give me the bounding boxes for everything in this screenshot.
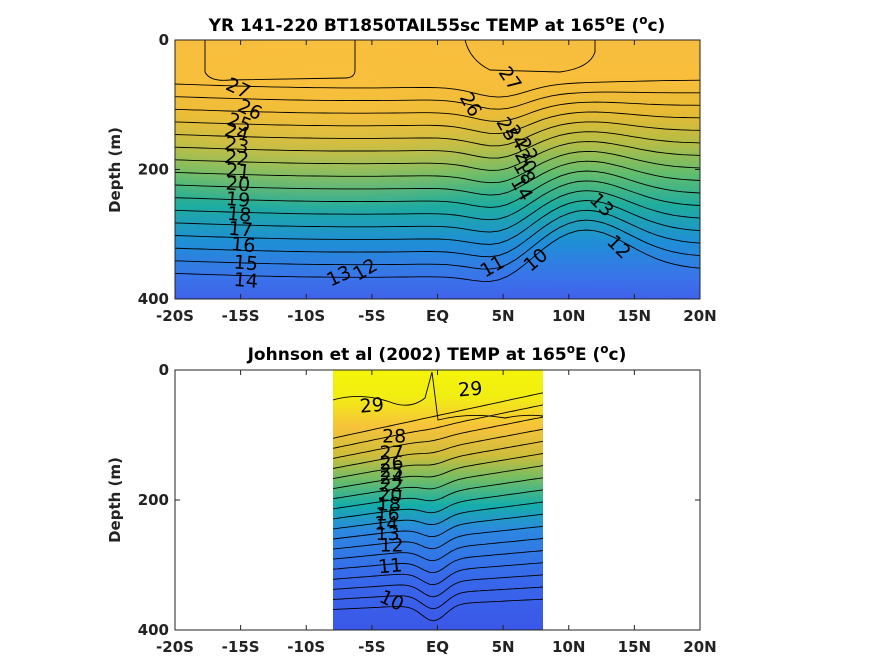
isotherm-line xyxy=(175,160,700,196)
contour-label: 14 xyxy=(374,512,398,534)
x-tick-label: -15S xyxy=(222,307,260,325)
isotherm-line-27-cap-n xyxy=(464,40,596,73)
isotherm-line xyxy=(333,550,543,574)
panel-1-title: YR 141-220 BT1850TAIL55sc TEMP at 165oE … xyxy=(208,13,666,36)
panel-1-ticks: -20S -15S -10S -5S EQ 5N 10N 15N 20N 0 200 400 xyxy=(138,31,717,325)
isotherm-line xyxy=(333,586,543,610)
x-tick-label: -20S xyxy=(156,638,194,656)
contour-label: 12 xyxy=(379,535,403,557)
isotherm-line xyxy=(333,513,543,540)
isotherm-line xyxy=(175,209,700,258)
y-tick-label: 0 xyxy=(159,31,169,49)
x-tick-label: -15S xyxy=(222,638,260,656)
isotherm-line xyxy=(333,538,543,562)
isotherm-line xyxy=(175,101,700,122)
isotherm-line xyxy=(175,150,700,184)
x-tick-label: -10S xyxy=(287,307,325,325)
isotherm-line xyxy=(175,229,700,282)
panel-2-ylabel: Depth (m) xyxy=(106,457,124,543)
isotherm-line xyxy=(333,501,543,530)
contour-label: 22 xyxy=(223,146,250,171)
contour-label: 18 xyxy=(226,203,252,227)
contour-label: 26 xyxy=(379,452,403,474)
contour-label: 13 xyxy=(376,523,400,545)
isotherm-line xyxy=(175,121,700,147)
panel-1: YR 141-220 BT1850TAIL55sc TEMP at 165oE … xyxy=(106,13,717,325)
contour-label: 18 xyxy=(377,494,401,516)
x-tick-label: 5N xyxy=(492,307,515,325)
isotherm-line xyxy=(175,131,700,159)
isotherm-line xyxy=(333,562,543,586)
isotherm-line xyxy=(175,200,700,245)
isotherm-line xyxy=(333,574,543,598)
isotherm-line xyxy=(175,91,700,110)
panel-1-ylabel: Depth (m) xyxy=(106,127,124,213)
contour-label: 29 xyxy=(359,394,385,418)
x-tick-label: 20N xyxy=(683,307,716,325)
x-tick-label: 5N xyxy=(492,638,515,656)
x-tick-label: 10N xyxy=(552,638,585,656)
x-tick-label: -20S xyxy=(156,307,194,325)
contour-label: 15 xyxy=(233,251,259,275)
x-tick-label: 10N xyxy=(552,307,585,325)
isotherm-line xyxy=(333,428,543,469)
isotherm-line xyxy=(333,598,543,622)
panel-2-field xyxy=(333,370,543,630)
contour-label: 25 xyxy=(379,460,403,482)
contour-label: 11 xyxy=(377,554,403,578)
y-tick-label: 200 xyxy=(138,161,169,179)
contour-label: 19 xyxy=(225,188,251,212)
x-tick-label: 20N xyxy=(683,638,716,656)
contour-label: 24 xyxy=(379,467,403,489)
isotherm-line xyxy=(175,111,700,135)
isotherm-line xyxy=(333,525,543,550)
contour-label: 23 xyxy=(223,133,251,159)
x-tick-label: 15N xyxy=(618,307,651,325)
isotherm-line xyxy=(333,489,543,520)
isotherm-line xyxy=(333,440,543,480)
isotherm-line xyxy=(333,477,543,510)
contour-label: 29 xyxy=(457,377,483,401)
contour-label: 20 xyxy=(378,484,402,506)
contour-label: 16 xyxy=(376,503,400,525)
panel-1-field xyxy=(175,40,700,299)
contour-label: 14 xyxy=(233,269,259,293)
x-tick-label: -5S xyxy=(358,307,385,325)
x-tick-label: EQ xyxy=(426,307,449,325)
isotherm-line xyxy=(333,416,543,459)
panel-2-contours xyxy=(333,371,543,622)
isotherm-line xyxy=(175,180,700,221)
y-tick-label: 400 xyxy=(138,290,169,308)
panel-1-contours xyxy=(175,40,700,282)
x-tick-label: 15N xyxy=(618,638,651,656)
isotherm-line xyxy=(333,404,543,449)
contour-label: 20 xyxy=(225,172,251,196)
panel-2: Johnson et al (2002) TEMP at 165oE (oc) … xyxy=(106,342,717,656)
y-tick-label: 0 xyxy=(159,361,169,379)
x-tick-label: -10S xyxy=(287,638,325,656)
contour-label: 28 xyxy=(382,425,406,447)
x-tick-label: -5S xyxy=(358,638,385,656)
panel-2-ticks: -20S -15S -10S -5S EQ 5N 10N 15N 20N 0 200 400 xyxy=(138,361,717,656)
isotherm-line xyxy=(333,453,543,490)
y-tick-label: 200 xyxy=(138,491,169,509)
x-tick-label: EQ xyxy=(426,638,449,656)
contour-label: 22 xyxy=(379,475,403,497)
y-tick-label: 400 xyxy=(138,621,169,639)
panel-2-title: Johnson et al (2002) TEMP at 165oE (oc) xyxy=(247,342,627,365)
isotherm-line xyxy=(175,79,700,98)
isotherm-line xyxy=(333,392,543,439)
isotherm-line xyxy=(333,465,543,500)
contour-label: 27 xyxy=(379,442,403,464)
isotherm-line xyxy=(175,190,700,233)
contour-label: 17 xyxy=(228,218,254,242)
contour-label: 16 xyxy=(230,233,256,257)
isotherm-line-29 xyxy=(333,371,543,421)
isotherm-line xyxy=(175,219,700,270)
isotherm-line xyxy=(175,170,700,208)
isotherm-line xyxy=(175,141,700,171)
contour-label: 21 xyxy=(225,159,251,183)
isotherm-line-27-cap xyxy=(204,40,356,81)
